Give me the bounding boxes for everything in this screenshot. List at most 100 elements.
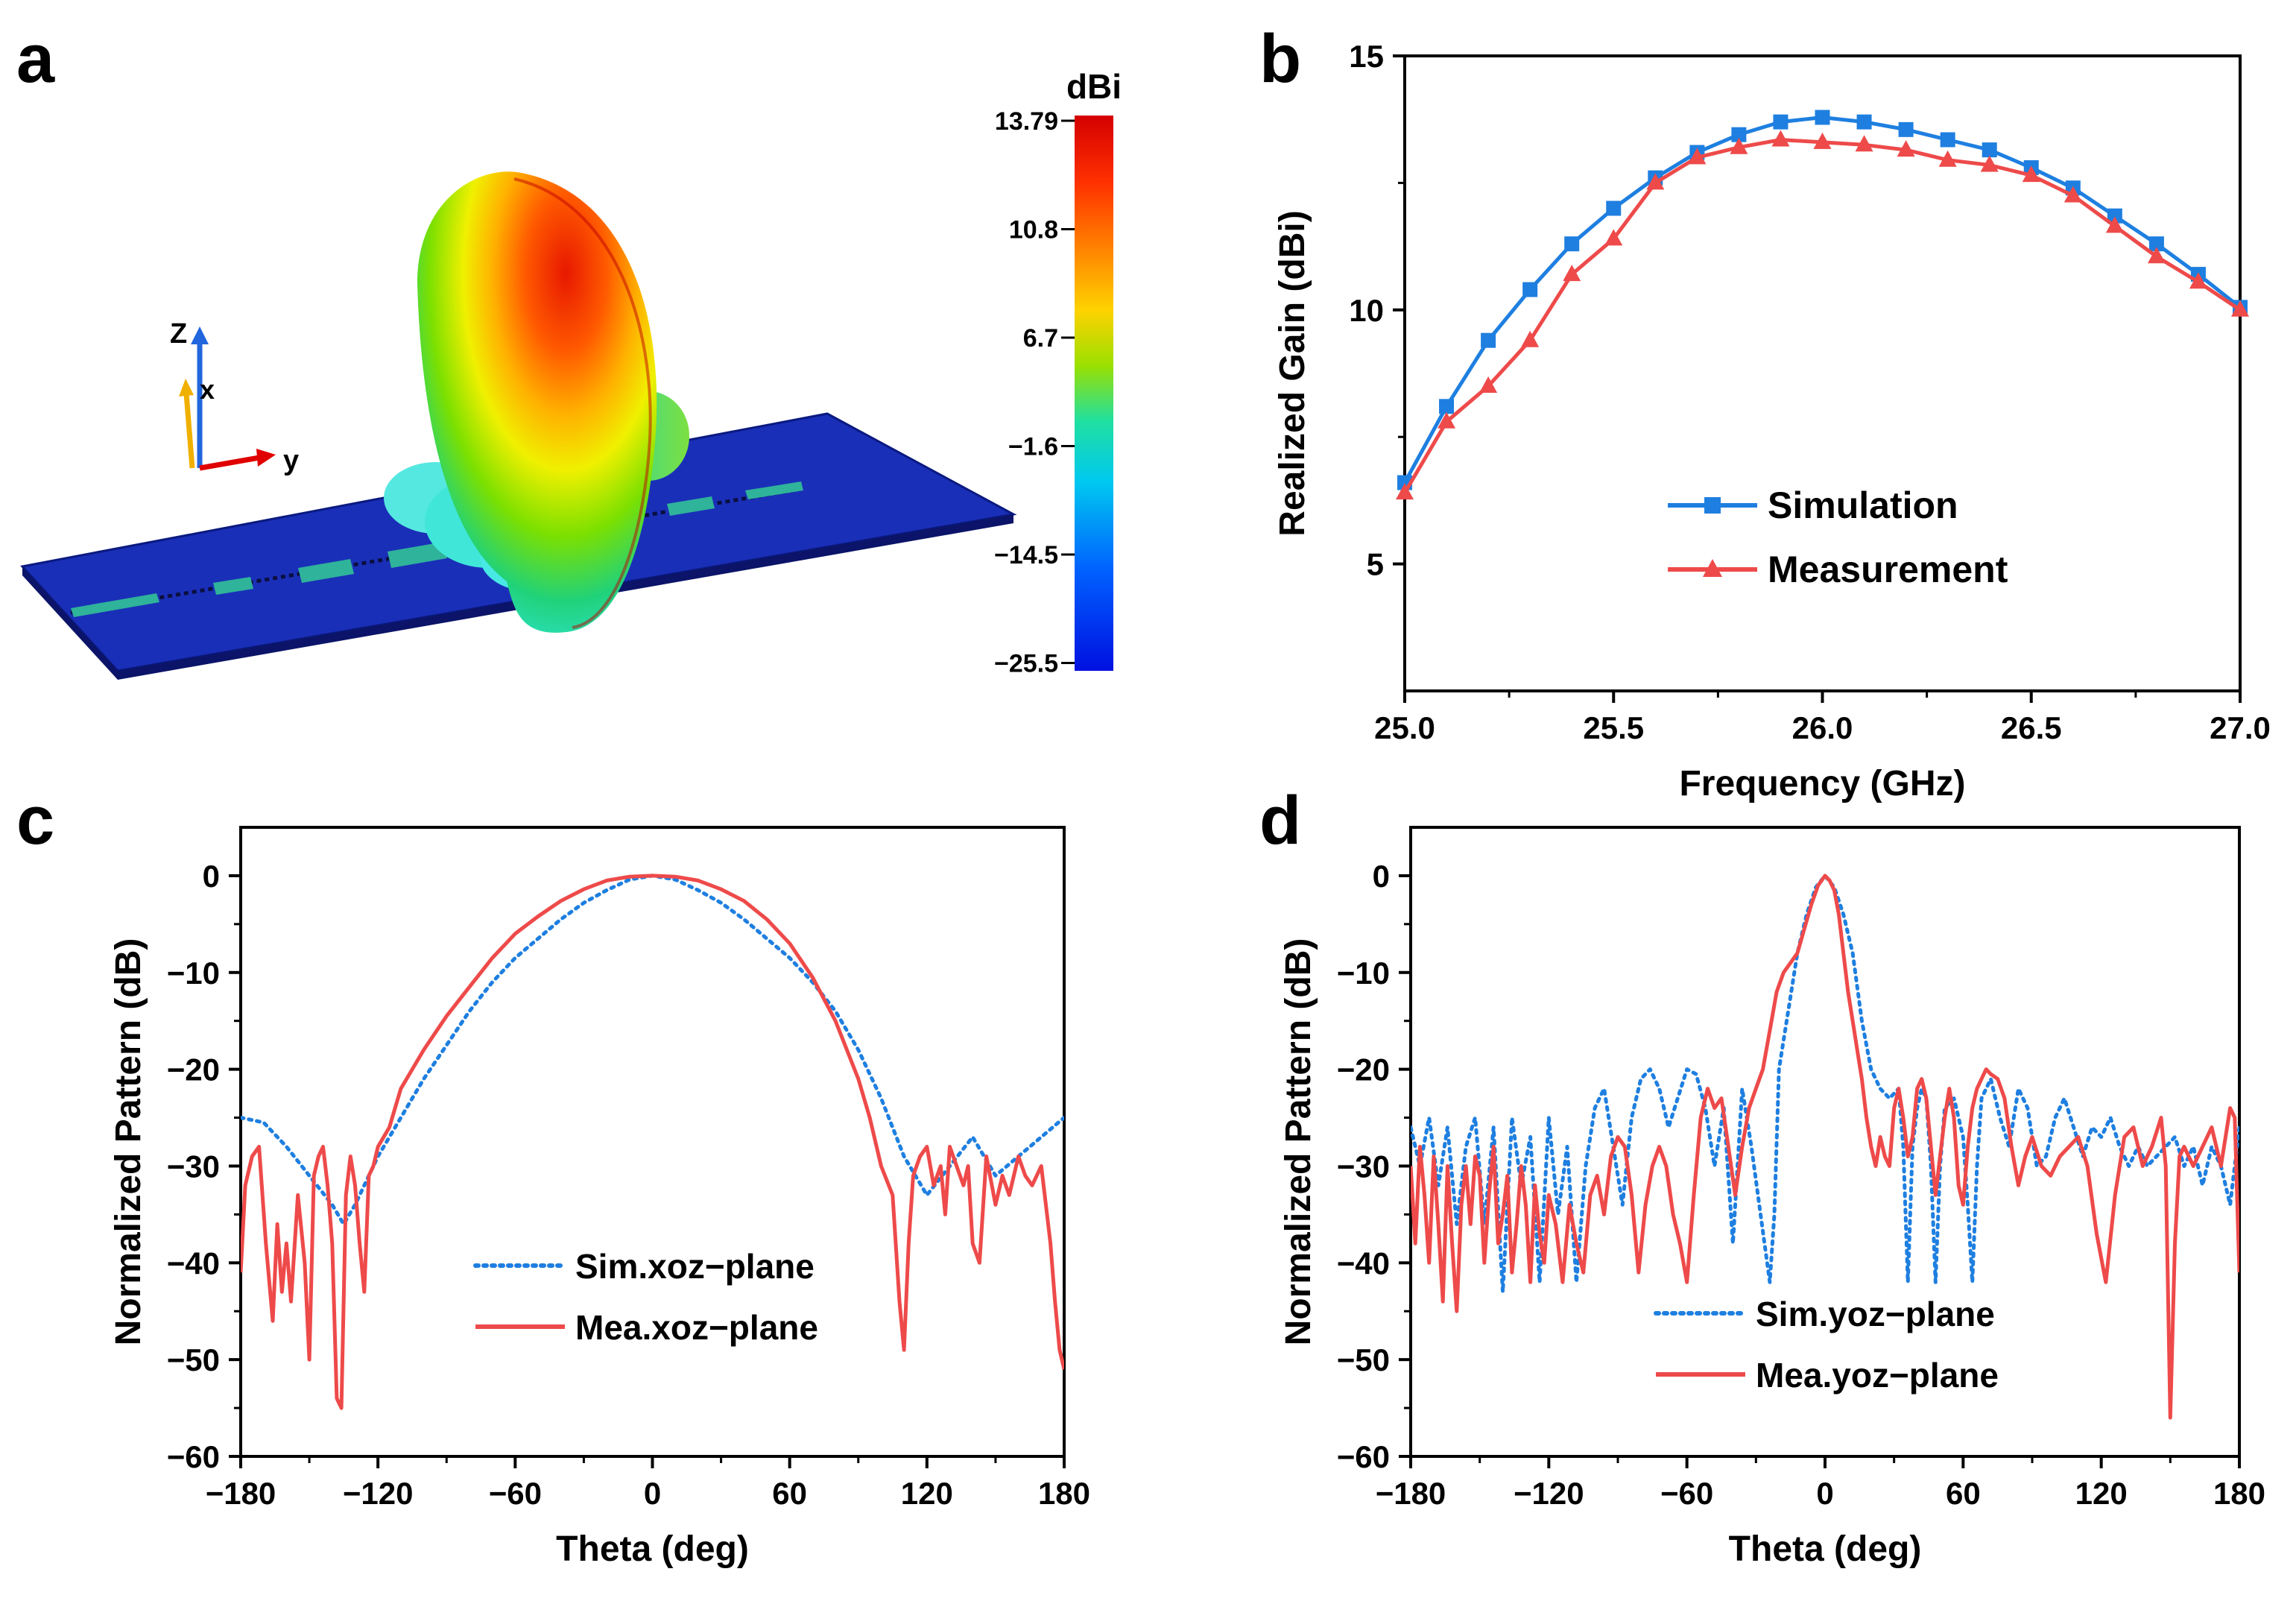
x-tick-label: −180 xyxy=(1376,1476,1446,1511)
x-tick-label: −60 xyxy=(489,1476,542,1511)
data-point-square xyxy=(1856,114,1872,130)
legend-label: Mea.yoz−plane xyxy=(1756,1356,1999,1395)
panel-label-d: d xyxy=(1259,783,1301,859)
y-tick-label: 5 xyxy=(1367,547,1384,582)
legend-label: Sim.yoz−plane xyxy=(1756,1295,1995,1333)
legend-label: Sim.xoz−plane xyxy=(575,1247,815,1286)
axis-y-label: y xyxy=(283,445,299,476)
x-tick-label: 0 xyxy=(644,1476,661,1511)
x-tick-label: −120 xyxy=(343,1476,414,1511)
data-point-triangle xyxy=(1479,376,1498,394)
colorbar-ticks: 13.79 10.8 6.7 −1.6 −14.5 −25.5 xyxy=(994,107,1075,678)
data-point-square xyxy=(1481,332,1496,348)
x-tick-label: 120 xyxy=(901,1476,953,1511)
x-tick-label: 60 xyxy=(772,1476,807,1511)
colorbar-tick-label: −1.6 xyxy=(1008,433,1058,461)
y-tick-label: −30 xyxy=(1337,1149,1390,1184)
data-point-square xyxy=(1439,399,1455,414)
x-tick-label: 25.0 xyxy=(1374,710,1435,745)
antenna-board-edge-left xyxy=(22,566,118,680)
x-tick-label: 180 xyxy=(2213,1476,2265,1511)
chart-c-xoz-pattern: −180 −120 −60 0 60 120 180 0 −10 −20 −30 −40 −50 −60 T… xyxy=(109,826,1090,1569)
data-point-triangle xyxy=(1438,411,1456,429)
data-point-triangle xyxy=(1688,148,1707,165)
x-axis-label: Theta (deg) xyxy=(556,1529,749,1569)
series-line-sim-yoz-plane xyxy=(1411,874,2239,1294)
y-tick-label: −30 xyxy=(167,1149,220,1184)
panel-label-c: c xyxy=(16,783,54,859)
y-tick-label: 10 xyxy=(1349,293,1384,328)
panel-label-b: b xyxy=(1259,21,1301,97)
data-point-square xyxy=(1522,282,1538,297)
y-tick-label: −40 xyxy=(1337,1245,1390,1280)
y-axis-label: Normalized Pattern (dB) xyxy=(109,938,148,1346)
colorbar-tick-label: 10.8 xyxy=(1009,216,1058,244)
data-point-triangle xyxy=(1980,155,1999,172)
y-tick-label: −60 xyxy=(167,1439,220,1474)
x-axis-label: Frequency (GHz) xyxy=(1679,764,1965,803)
x-tick-label: 27.0 xyxy=(2210,710,2271,745)
colorbar-tick-label: −25.5 xyxy=(994,650,1058,678)
data-point-triangle xyxy=(2189,272,2207,289)
x-axis-label: Theta (deg) xyxy=(1729,1529,1922,1569)
data-point-triangle xyxy=(1813,132,1832,149)
data-point-triangle xyxy=(1730,137,1748,154)
data-point-square xyxy=(1606,200,1622,216)
data-point-triangle xyxy=(2231,300,2249,317)
colorbar-tick-label: −14.5 xyxy=(994,541,1058,569)
series-line-measurement xyxy=(1405,138,2240,494)
data-point-triangle xyxy=(1938,150,1957,167)
data-point-square xyxy=(1731,127,1747,142)
data-point-square xyxy=(1815,110,1830,125)
x-tick-label: 26.0 xyxy=(1792,710,1853,745)
data-point-square xyxy=(1898,121,1914,137)
axis-z-arrowhead xyxy=(191,326,209,344)
data-point-triangle xyxy=(1771,130,1790,147)
x-tick-label: 120 xyxy=(2075,1476,2128,1511)
x-tick-label: −180 xyxy=(206,1476,276,1511)
legend-marker-square xyxy=(1704,497,1721,514)
panel-label-a: a xyxy=(16,21,55,97)
patch-element xyxy=(71,593,159,617)
data-point-triangle xyxy=(1604,229,1623,246)
data-point-triangle xyxy=(1563,265,1581,282)
data-point-triangle xyxy=(2147,247,2166,264)
main-beam-lobe xyxy=(417,171,657,633)
y-tick-label: −10 xyxy=(1337,956,1390,991)
colorbar-tick-label: 13.79 xyxy=(995,107,1058,136)
y-tick-label: −10 xyxy=(167,956,220,991)
axis-x-label: x xyxy=(200,374,215,405)
data-point-triangle xyxy=(1855,135,1873,152)
data-point-triangle xyxy=(1646,173,1665,190)
patch-element xyxy=(298,559,354,583)
axis-x-arrow xyxy=(183,393,195,469)
y-tick-label: −50 xyxy=(167,1342,220,1377)
x-tick-label: 0 xyxy=(1816,1476,1833,1511)
legend-label: Measurement xyxy=(1768,549,2008,590)
plot-frame xyxy=(239,826,1066,1458)
y-axis-label: Realized Gain (dBi) xyxy=(1273,210,1312,536)
patch-element xyxy=(213,577,253,595)
x-tick-label: −120 xyxy=(1514,1476,1584,1511)
axis-z-label: Z xyxy=(170,318,187,350)
data-point-triangle xyxy=(2063,186,2082,203)
data-point-square xyxy=(1773,114,1789,130)
x-tick-label: 26.5 xyxy=(2001,710,2062,745)
data-point-triangle xyxy=(2105,216,2124,233)
patch-element xyxy=(388,542,447,568)
y-tick-label: 0 xyxy=(1373,859,1390,894)
data-point-triangle xyxy=(1521,330,1540,347)
chart-b-realized-gain: 25.0 25.5 26.0 26.5 27.0 5 10 15 Frequency (GHz)… xyxy=(1273,39,2271,803)
data-point-square xyxy=(1982,142,1997,158)
data-point-square xyxy=(1940,132,1955,148)
main-beam-rim xyxy=(513,177,652,629)
data-point-square xyxy=(1564,236,1580,252)
y-tick-label: −40 xyxy=(167,1245,220,1280)
data-point-square xyxy=(2148,236,2164,252)
y-tick-label: −20 xyxy=(1337,1052,1390,1087)
x-tick-label: −60 xyxy=(1660,1476,1713,1511)
axis-x-arrowhead xyxy=(179,379,194,397)
series-line-mea-xoz-plane xyxy=(241,874,1064,1410)
